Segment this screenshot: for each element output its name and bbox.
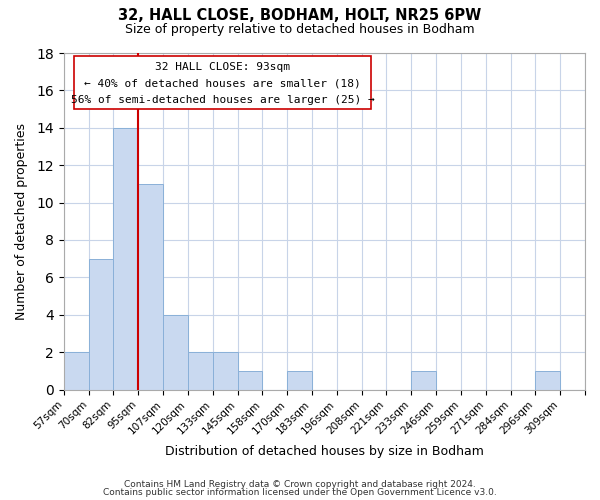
Bar: [411, 371, 436, 390]
X-axis label: Distribution of detached houses by size in Bodham: Distribution of detached houses by size …: [165, 444, 484, 458]
Bar: [287, 371, 312, 390]
Bar: [138, 184, 163, 390]
Text: 32 HALL CLOSE: 93sqm: 32 HALL CLOSE: 93sqm: [155, 62, 290, 72]
Text: Contains public sector information licensed under the Open Government Licence v3: Contains public sector information licen…: [103, 488, 497, 497]
Bar: [113, 128, 138, 390]
Y-axis label: Number of detached properties: Number of detached properties: [15, 123, 28, 320]
Text: 32, HALL CLOSE, BODHAM, HOLT, NR25 6PW: 32, HALL CLOSE, BODHAM, HOLT, NR25 6PW: [118, 8, 482, 22]
Bar: [64, 352, 89, 390]
Bar: [89, 258, 113, 390]
Bar: [535, 371, 560, 390]
Text: 56% of semi-detached houses are larger (25) →: 56% of semi-detached houses are larger (…: [71, 95, 374, 105]
Bar: [163, 315, 188, 390]
Bar: [188, 352, 213, 390]
Text: ← 40% of detached houses are smaller (18): ← 40% of detached houses are smaller (18…: [85, 78, 361, 88]
FancyBboxPatch shape: [74, 56, 371, 108]
Text: Size of property relative to detached houses in Bodham: Size of property relative to detached ho…: [125, 22, 475, 36]
Bar: [213, 352, 238, 390]
Bar: [238, 371, 262, 390]
Text: Contains HM Land Registry data © Crown copyright and database right 2024.: Contains HM Land Registry data © Crown c…: [124, 480, 476, 489]
